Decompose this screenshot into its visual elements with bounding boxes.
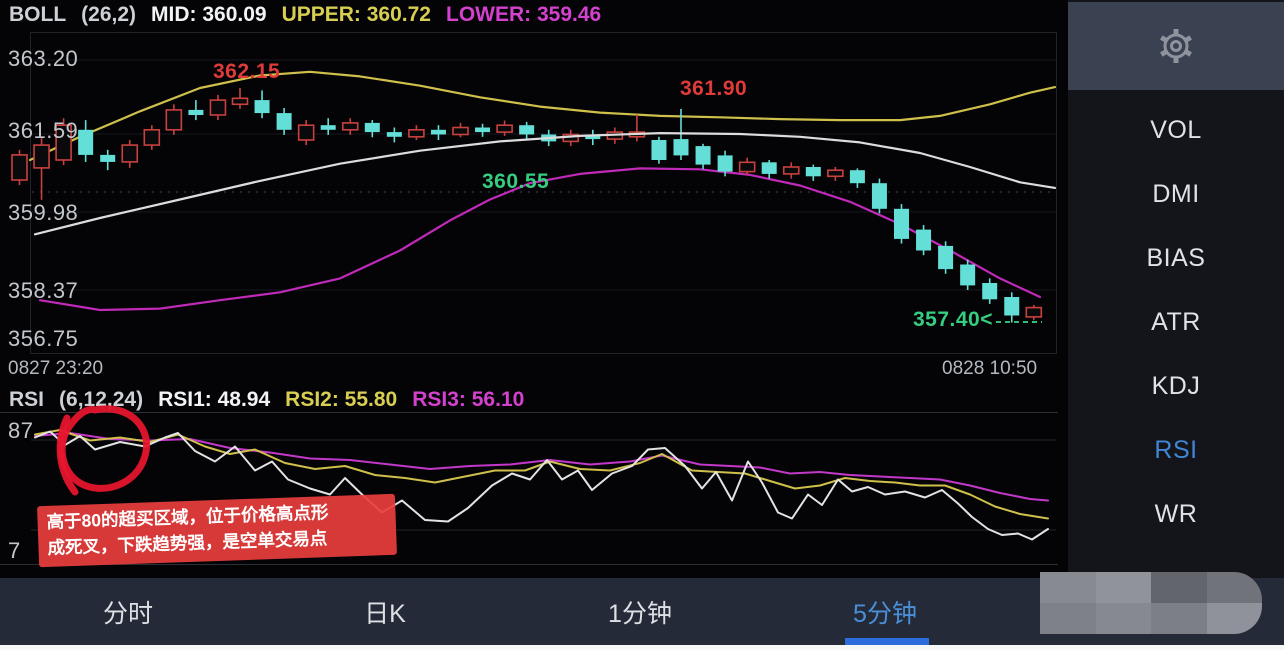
- tab-fenshi[interactable]: 分时: [102, 600, 154, 628]
- rsi-panel-top-border: [0, 412, 1058, 413]
- mosaic-cell: [1040, 603, 1096, 634]
- annotation-spike-high: 361.90: [680, 77, 748, 100]
- settings-button[interactable]: [1068, 2, 1284, 90]
- rsi-indicator-name: RSI: [9, 388, 45, 411]
- time-axis-label-start: 0827 23:20: [8, 358, 104, 379]
- rsi-panel-bottom-border: [0, 564, 1058, 565]
- rsi2-value: RSI2: 55.80: [285, 388, 398, 411]
- boll-lower-value: LOWER: 359.46: [446, 3, 602, 26]
- boll-upper-value: UPPER: 360.72: [281, 3, 431, 26]
- price-axis-label: 356.75: [8, 326, 79, 351]
- boll-header: BOLL (26,2) MID: 360.09 UPPER: 360.72 LO…: [9, 3, 601, 27]
- price-axis-label: 361.59: [8, 118, 79, 143]
- tab-5min[interactable]: 5分钟: [853, 600, 917, 628]
- sidebar-item-atr[interactable]: ATR: [1151, 307, 1201, 336]
- rsi-params: (6,12,24): [59, 388, 144, 411]
- sidebar-item-kdj[interactable]: KDJ: [1151, 371, 1201, 400]
- sidebar-item-wr[interactable]: WR: [1154, 499, 1198, 528]
- mosaic-cell: [1095, 603, 1151, 634]
- annotation-last-price: 357.40<: [913, 308, 993, 331]
- sidebar-item-rsi[interactable]: RSI: [1154, 435, 1198, 464]
- mosaic-cell: [1151, 572, 1207, 603]
- boll-mid-value: MID: 360.09: [151, 3, 267, 26]
- sidebar-item-dmi[interactable]: DMI: [1152, 179, 1200, 208]
- indicator-list: VOL DMI BIAS ATR KDJ RSI WR: [1068, 98, 1284, 546]
- annotation-peak-high: 362.15: [213, 60, 281, 83]
- rsi-chart[interactable]: [0, 412, 1058, 565]
- sidebar-item-vol[interactable]: VOL: [1150, 115, 1202, 144]
- price-axis-label: 363.20: [8, 46, 79, 71]
- rsi-axis-label-bottom: 7: [8, 538, 21, 563]
- screen-bottom-edge: [0, 645, 1284, 650]
- rsi-header: RSI (6,12,24) RSI1: 48.94 RSI2: 55.80 RS…: [9, 388, 524, 412]
- annotation-mid-price: 360.55: [482, 170, 550, 193]
- gear-icon: [1160, 29, 1192, 63]
- sidebar-item-bias[interactable]: BIAS: [1146, 243, 1206, 272]
- red-circle-annotation: [56, 405, 150, 496]
- price-axis-label: 359.98: [8, 200, 79, 225]
- candlestick-chart[interactable]: [0, 30, 1058, 355]
- rsi3-value: RSI3: 56.10: [412, 388, 525, 411]
- boll-params: (26,2): [81, 3, 137, 26]
- mosaic-cell: [1040, 572, 1096, 603]
- time-axis-label-end: 0828 10:50: [942, 358, 1038, 379]
- analysis-note-box: 高于80的超买区域，位于价格高点形 成死叉，下跌趋势强，是空单交易点: [37, 493, 397, 567]
- blurred-watermark: [1040, 572, 1262, 634]
- tab-daily-k[interactable]: 日K: [364, 600, 406, 628]
- boll-indicator-name: BOLL: [9, 3, 67, 26]
- price-axis-label: 358.37: [8, 278, 79, 303]
- indicator-sidebar: VOL DMI BIAS ATR KDJ RSI WR: [1068, 0, 1284, 578]
- rsi1-value: RSI1: 48.94: [158, 388, 271, 411]
- mosaic-cell: [1151, 603, 1207, 634]
- tab-1min[interactable]: 1分钟: [608, 600, 672, 628]
- chart-border: [30, 32, 1057, 354]
- active-tab-underline: [845, 638, 929, 645]
- rsi-axis-label-top: 87: [8, 418, 34, 443]
- mosaic-cell: [1095, 572, 1151, 603]
